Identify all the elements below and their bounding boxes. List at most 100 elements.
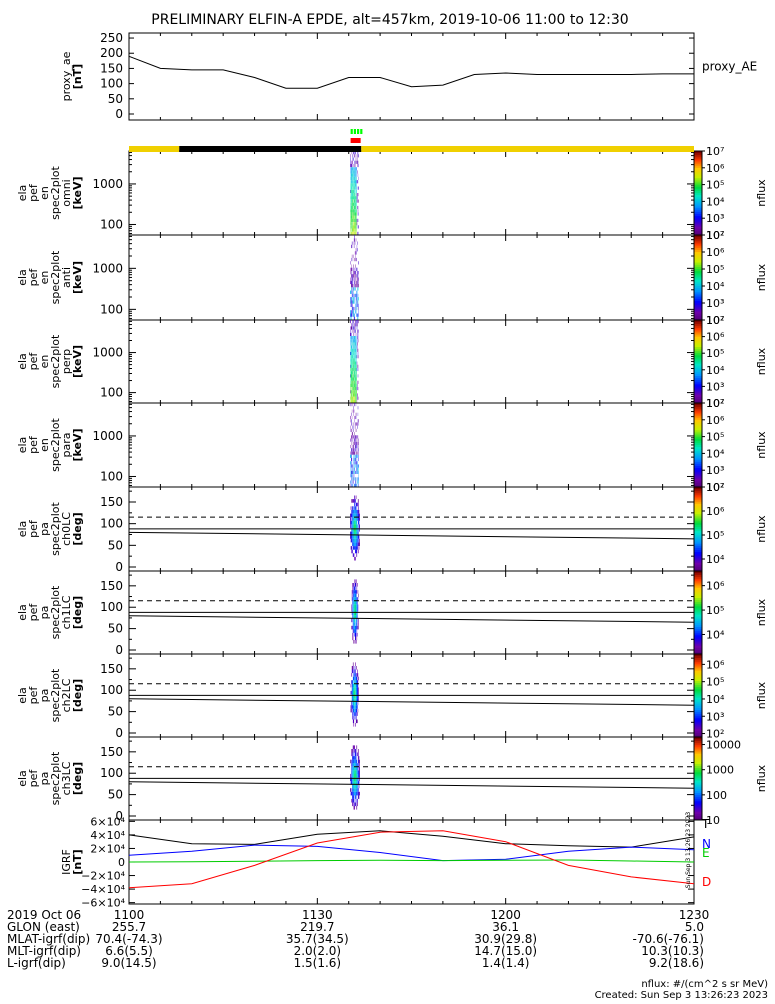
- pa-cell: [353, 677, 354, 681]
- pa-cell: [357, 774, 358, 778]
- spectro-cell: [355, 342, 356, 345]
- pa-cell: [356, 524, 357, 528]
- pa-cell: [355, 774, 356, 778]
- ephemeris-value: 9.0(14.5): [101, 956, 156, 970]
- colorbar-tick-label: 10⁷: [706, 314, 724, 327]
- spectro-cell: [354, 371, 355, 374]
- panel-frame-2: [129, 235, 694, 320]
- igrf-line-N: [129, 845, 694, 861]
- spectro-cell: [357, 274, 358, 277]
- pa-cell: [354, 517, 355, 521]
- pa-cell: [356, 542, 357, 546]
- colorbar-label: nflux: [755, 263, 768, 291]
- spectro-cell: [357, 422, 358, 425]
- spectro-cell: [353, 410, 354, 413]
- panel-frame-1: [129, 151, 694, 235]
- spectro-cell: [352, 209, 353, 212]
- panel-frame-0: [129, 33, 694, 120]
- pa-cell: [357, 712, 358, 716]
- ylabel-line: [deg]: [71, 679, 84, 712]
- pa-cell: [354, 622, 355, 626]
- pa-cell: [350, 514, 351, 518]
- pa-cell: [354, 506, 355, 510]
- spectro-cell: [352, 355, 353, 358]
- ylabel-group-9: IGRF[nT]: [60, 849, 84, 875]
- spectro-cell: [353, 452, 354, 455]
- y-tick-label: 50: [108, 538, 123, 552]
- pa-cell: [359, 517, 360, 521]
- side-timestamp: Sun Sep 3 13:26:23 2023: [685, 812, 692, 889]
- pa-cell: [355, 673, 356, 677]
- pa-cell: [352, 583, 353, 587]
- spectro-cell: [351, 358, 352, 361]
- pa-cell: [353, 539, 354, 543]
- pa-cell: [350, 774, 351, 778]
- pa-cell: [356, 763, 357, 767]
- pa-cell: [355, 709, 356, 713]
- pa-cell: [358, 622, 359, 626]
- pa-cell: [356, 705, 357, 709]
- y-tick-label: 250: [100, 31, 123, 45]
- spectro-cell: [356, 442, 357, 445]
- spectro-cell: [356, 378, 357, 381]
- pa-cell: [355, 795, 356, 799]
- pa-cell: [356, 716, 357, 720]
- pa-cell: [351, 506, 352, 510]
- pa-cell: [352, 542, 353, 546]
- pa-cell: [352, 712, 353, 716]
- pa-cell: [354, 756, 355, 760]
- pa-cell: [352, 753, 353, 757]
- pa-cell: [357, 803, 358, 807]
- pa-cell: [357, 608, 358, 612]
- y-tick-label: −2×10⁴: [81, 870, 125, 883]
- orbit-marker-green-dash: [354, 129, 356, 134]
- pa-cell: [356, 774, 357, 778]
- pa-cell: [352, 590, 353, 594]
- pa-cell: [352, 792, 353, 796]
- pa-cell: [354, 684, 355, 688]
- spectro-cell: [357, 387, 358, 390]
- pa-cell: [354, 496, 355, 500]
- pa-cell: [350, 521, 351, 525]
- pa-cell: [359, 763, 360, 767]
- pa-cell: [354, 770, 355, 774]
- spectro-cell: [357, 445, 358, 448]
- pa-cell: [356, 542, 357, 546]
- pa-cell: [357, 542, 358, 546]
- spectro-cell: [351, 429, 352, 432]
- pa-cell: [356, 604, 357, 608]
- pa-cell: [355, 749, 356, 753]
- pa-cell: [356, 760, 357, 764]
- ylabel-line: [nT]: [71, 64, 84, 89]
- pa-cell: [354, 788, 355, 792]
- pa-cell: [355, 684, 356, 688]
- pa-cell: [359, 760, 360, 764]
- pa-cell: [356, 785, 357, 789]
- pa-cell: [354, 680, 355, 684]
- pa-cell: [356, 601, 357, 605]
- y-tick-label: 1000: [92, 177, 123, 191]
- pa-cell: [358, 673, 359, 677]
- pa-cell: [352, 597, 353, 601]
- pa-cell: [354, 753, 355, 757]
- pa-cell: [356, 712, 357, 716]
- pa-cell: [354, 774, 355, 778]
- pa-cell: [358, 503, 359, 507]
- pa-cell: [354, 684, 355, 688]
- spectro-cell: [354, 349, 355, 352]
- ylabel-group-0: proxy_ae[nT]: [60, 51, 84, 101]
- spectro-cell: [353, 461, 354, 464]
- spectro-cell: [351, 225, 352, 228]
- pa-cell: [358, 687, 359, 691]
- y-tick-label: 150: [100, 61, 123, 75]
- pa-cell: [354, 546, 355, 550]
- spectro-cell: [351, 196, 352, 199]
- pa-cell: [355, 763, 356, 767]
- pa-cell: [351, 767, 352, 771]
- pa-cell: [359, 514, 360, 518]
- spectro-cell: [355, 212, 356, 215]
- pa-cell: [356, 770, 357, 774]
- pa-cell: [356, 788, 357, 792]
- pa-cell: [351, 539, 352, 543]
- pa-cell: [358, 763, 359, 767]
